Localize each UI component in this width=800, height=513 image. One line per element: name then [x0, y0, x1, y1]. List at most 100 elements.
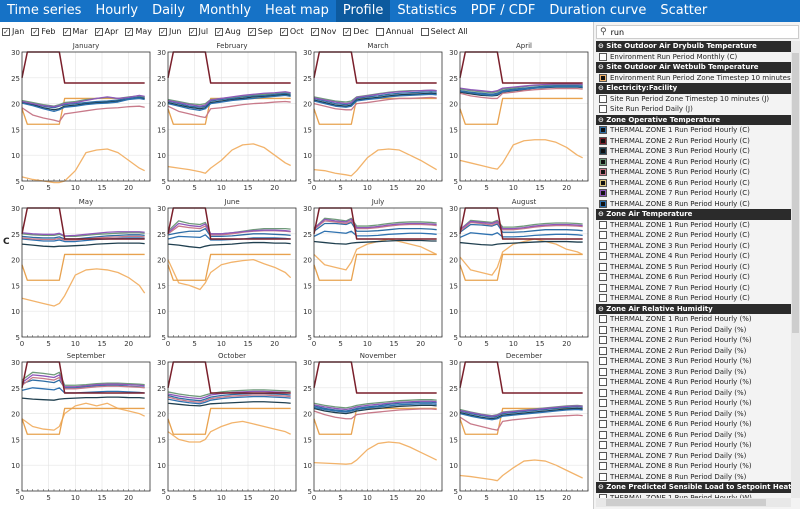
- group-header[interactable]: ⊖ Zone Air Temperature: [596, 209, 791, 220]
- checkbox-icon[interactable]: [599, 241, 607, 250]
- checkbox-icon[interactable]: [599, 399, 607, 408]
- checkbox-icon[interactable]: [599, 430, 607, 439]
- horizontal-scrollbar[interactable]: [596, 498, 791, 507]
- checkbox-icon[interactable]: [599, 315, 607, 324]
- checkbox-icon[interactable]: [599, 94, 607, 103]
- checkbox-icon[interactable]: [599, 126, 607, 135]
- checkbox-icon[interactable]: [599, 462, 607, 471]
- list-item[interactable]: THERMAL ZONE 6 Run Period Daily (%): [596, 430, 791, 441]
- checkbox-icon[interactable]: [599, 441, 607, 450]
- group-header[interactable]: ⊖ Electricity:Facility: [596, 83, 791, 94]
- checkbox-icon[interactable]: [599, 451, 607, 460]
- checkbox-icon[interactable]: [599, 336, 607, 345]
- list-item[interactable]: THERMAL ZONE 5 Run Period Daily (%): [596, 409, 791, 420]
- list-item[interactable]: THERMAL ZONE 3 Run Period Hourly (C): [596, 241, 791, 252]
- list-item[interactable]: THERMAL ZONE 8 Run Period Daily (%): [596, 472, 791, 483]
- checkbox-icon[interactable]: [599, 472, 607, 481]
- checkbox-icon[interactable]: ✓: [94, 27, 103, 36]
- group-header[interactable]: ⊖ Zone Air Relative Humidity: [596, 303, 791, 314]
- checkbox-icon[interactable]: [599, 273, 607, 282]
- group-header[interactable]: ⊖ Zone Operative Temperature: [596, 114, 791, 125]
- checkbox-icon[interactable]: ✓: [62, 27, 71, 36]
- tab-daily[interactable]: Daily: [152, 3, 185, 18]
- checkbox-icon[interactable]: [599, 409, 607, 418]
- tab-time-series[interactable]: Time series: [7, 3, 82, 18]
- checkbox-icon[interactable]: [599, 346, 607, 355]
- list-item[interactable]: THERMAL ZONE 7 Run Period Hourly (C): [596, 283, 791, 294]
- checkbox-icon[interactable]: [599, 220, 607, 229]
- list-item[interactable]: THERMAL ZONE 7 Run Period Hourly (%): [596, 440, 791, 451]
- group-header[interactable]: ⊖ Site Outdoor Air Drybulb Temperature: [596, 41, 791, 52]
- list-item[interactable]: THERMAL ZONE 3 Run Period Hourly (%): [596, 356, 791, 367]
- checkbox-icon[interactable]: ✓: [31, 27, 40, 36]
- checkbox-icon[interactable]: [599, 136, 607, 145]
- tab-monthly[interactable]: Monthly: [198, 3, 252, 18]
- list-item[interactable]: THERMAL ZONE 8 Run Period Hourly (C): [596, 199, 791, 210]
- list-item[interactable]: THERMAL ZONE 2 Run Period Hourly (%): [596, 335, 791, 346]
- checkbox-jul[interactable]: ✓ Jul: [188, 25, 208, 38]
- scroll-thumb[interactable]: [606, 499, 766, 506]
- checkbox-icon[interactable]: [420, 27, 429, 36]
- list-item[interactable]: THERMAL ZONE 7 Run Period Hourly (C): [596, 188, 791, 199]
- search-value[interactable]: run: [610, 27, 625, 37]
- list-item[interactable]: Environment Run Period Monthly (C): [596, 52, 791, 63]
- list-item[interactable]: THERMAL ZONE 6 Run Period Hourly (C): [596, 272, 791, 283]
- checkbox-icon[interactable]: [599, 378, 607, 387]
- list-item[interactable]: THERMAL ZONE 8 Run Period Hourly (%): [596, 461, 791, 472]
- checkbox-icon[interactable]: [599, 283, 607, 292]
- checkbox-icon[interactable]: [599, 388, 607, 397]
- checkbox-oct[interactable]: ✓ Oct: [279, 25, 304, 38]
- scroll-thumb[interactable]: [792, 53, 799, 333]
- list-item[interactable]: THERMAL ZONE 5 Run Period Hourly (%): [596, 398, 791, 409]
- checkbox-apr[interactable]: ✓ Apr: [94, 25, 118, 38]
- tab-hourly[interactable]: Hourly: [95, 3, 139, 18]
- list-item[interactable]: THERMAL ZONE 8 Run Period Hourly (C): [596, 293, 791, 304]
- list-item[interactable]: Site Run Period Daily (J): [596, 104, 791, 115]
- checkbox-icon[interactable]: ✓: [279, 27, 288, 36]
- checkbox-dec[interactable]: ✓ Dec: [343, 25, 369, 38]
- group-header[interactable]: ⊖ Site Outdoor Air Wetbulb Temperature: [596, 62, 791, 73]
- list-item[interactable]: THERMAL ZONE 5 Run Period Hourly (C): [596, 262, 791, 273]
- checkbox-icon[interactable]: [599, 52, 607, 61]
- checkbox-icon[interactable]: [599, 105, 607, 114]
- checkbox-jun[interactable]: ✓ Jun: [159, 25, 182, 38]
- list-item[interactable]: THERMAL ZONE 2 Run Period Daily (%): [596, 346, 791, 357]
- checkbox-icon[interactable]: [599, 294, 607, 303]
- checkbox-jan[interactable]: ✓ Jan: [2, 25, 24, 38]
- checkbox-icon[interactable]: [599, 325, 607, 334]
- list-item[interactable]: THERMAL ZONE 3 Run Period Hourly (C): [596, 146, 791, 157]
- tab-pdf-cdf[interactable]: PDF / CDF: [470, 3, 536, 18]
- checkbox-icon[interactable]: ✓: [125, 27, 134, 36]
- checkbox-icon[interactable]: [599, 199, 607, 208]
- checkbox-aug[interactable]: ✓ Aug: [215, 25, 241, 38]
- checkbox-icon[interactable]: [599, 157, 607, 166]
- vertical-scrollbar[interactable]: [791, 41, 800, 498]
- tab-statistics[interactable]: Statistics: [397, 3, 457, 18]
- checkbox-mar[interactable]: ✓ Mar: [62, 25, 88, 38]
- checkbox-icon[interactable]: [599, 357, 607, 366]
- list-item[interactable]: THERMAL ZONE 1 Run Period Hourly (C): [596, 220, 791, 231]
- list-item[interactable]: THERMAL ZONE 2 Run Period Hourly (C): [596, 230, 791, 241]
- checkbox-icon[interactable]: [599, 73, 607, 82]
- checkbox-nov[interactable]: ✓ Nov: [310, 25, 336, 38]
- list-item[interactable]: THERMAL ZONE 1 Run Period Daily (%): [596, 325, 791, 336]
- list-item[interactable]: THERMAL ZONE 1 Run Period Hourly (W): [596, 493, 791, 498]
- list-item[interactable]: Site Run Period Zone Timestep 10 minutes…: [596, 94, 791, 105]
- tab-scatter[interactable]: Scatter: [660, 3, 708, 18]
- checkbox-icon[interactable]: [599, 168, 607, 177]
- list-item[interactable]: THERMAL ZONE 5 Run Period Hourly (C): [596, 167, 791, 178]
- checkbox-icon[interactable]: [599, 420, 607, 429]
- checkbox-icon[interactable]: [375, 27, 384, 36]
- checkbox-icon[interactable]: ✓: [159, 27, 167, 36]
- checkbox-may[interactable]: ✓ May: [125, 25, 152, 38]
- checkbox-icon[interactable]: ✓: [2, 27, 10, 36]
- list-item[interactable]: THERMAL ZONE 1 Run Period Hourly (%): [596, 314, 791, 325]
- checkbox-feb[interactable]: ✓ Feb: [31, 25, 56, 38]
- list-item[interactable]: Environment Run Period Zone Timestep 10 …: [596, 73, 791, 84]
- checkbox-sep[interactable]: ✓ Sep: [247, 25, 273, 38]
- checkbox-icon[interactable]: ✓: [215, 27, 224, 36]
- checkbox-select-all[interactable]: Select All: [420, 25, 468, 38]
- list-item[interactable]: THERMAL ZONE 4 Run Period Hourly (%): [596, 377, 791, 388]
- checkbox-icon[interactable]: [599, 367, 607, 376]
- checkbox-icon[interactable]: [599, 147, 607, 156]
